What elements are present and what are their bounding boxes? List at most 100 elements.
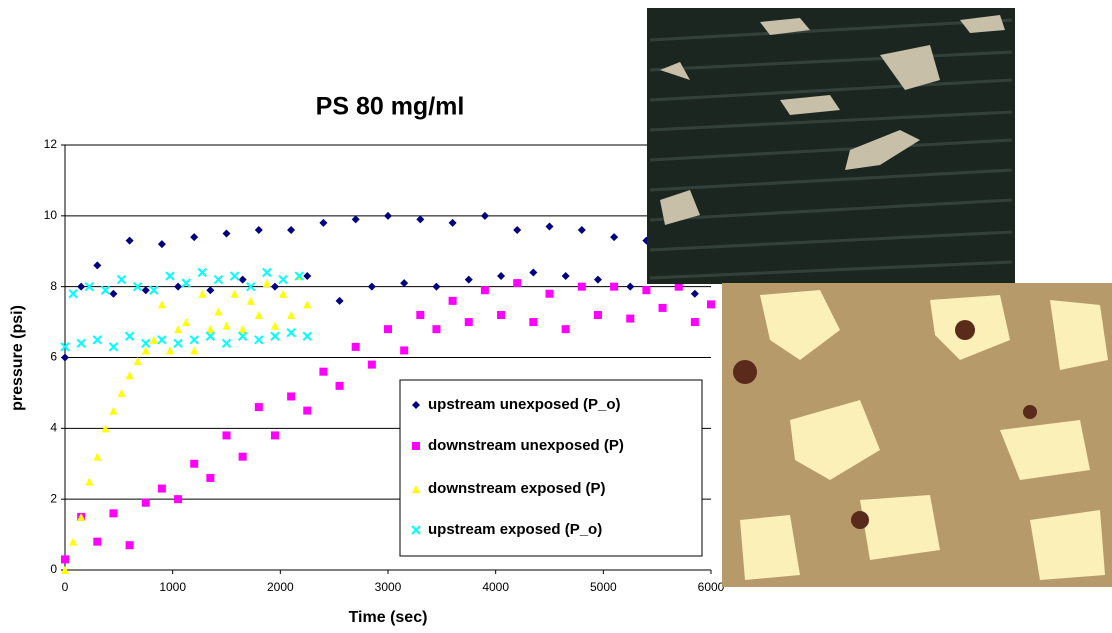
micrograph-dark: [647, 8, 1015, 284]
marker-square: [254, 403, 263, 412]
marker-x: [205, 331, 216, 341]
marker-triangle: [174, 325, 183, 334]
marker-square: [206, 473, 215, 482]
marker-square: [61, 555, 69, 564]
marker-diamond: [513, 226, 522, 234]
y-axis-title: pressure (psi): [9, 305, 26, 411]
chart-title: PS 80 mg/ml: [316, 93, 465, 121]
marker-x: [278, 274, 288, 285]
marker-triangle: [109, 406, 118, 415]
marker-square: [529, 318, 538, 327]
marker-triangle: [279, 289, 288, 298]
marker-diamond: [367, 282, 376, 291]
marker-square: [190, 459, 199, 468]
marker-x: [76, 338, 86, 349]
marker-square: [303, 406, 312, 415]
marker-square: [513, 279, 522, 288]
marker-square: [642, 286, 651, 295]
legend-box: [399, 379, 703, 557]
marker-diamond: [93, 261, 102, 270]
marker-x: [92, 335, 103, 345]
marker-triangle: [206, 325, 215, 334]
marker-diamond: [270, 282, 279, 291]
marker-diamond: [351, 215, 360, 224]
marker-triangle: [101, 424, 110, 433]
marker-diamond: [287, 226, 296, 234]
marker-diamond: [690, 289, 699, 298]
marker-triangle: [254, 311, 263, 319]
plot-area: 0 2 4 6 8 10 12 0 1000 2000 3000 4000 5000 6000: [44, 137, 725, 594]
marker-x: [181, 278, 191, 288]
photo-flakes: [740, 290, 1108, 580]
marker-diamond: [529, 268, 538, 277]
x-tick-label: 2000: [267, 580, 294, 594]
marker-triangle: [238, 325, 247, 334]
marker-x: [270, 331, 280, 341]
marker-square: [707, 300, 715, 309]
x-tick-label: 5000: [590, 580, 617, 594]
marker-diamond: [319, 218, 328, 227]
marker-diamond: [545, 222, 554, 231]
y-tick-label: 2: [50, 491, 57, 505]
marker-diamond: [593, 275, 602, 284]
marker-triangle: [246, 296, 255, 305]
marker-square: [674, 282, 683, 291]
marker-x: [213, 274, 224, 285]
marker-diamond: [384, 211, 392, 220]
marker-x: [108, 342, 119, 352]
marker-square: [93, 537, 102, 546]
marker-x: [197, 267, 207, 278]
marker-triangle: [165, 346, 174, 355]
marker-triangle: [270, 321, 279, 330]
marker-x: [189, 335, 199, 345]
marker-diamond: [206, 286, 215, 295]
marker-diamond: [190, 233, 199, 242]
marker-diamond: [77, 282, 86, 291]
marker-square: [351, 342, 360, 351]
marker-square: [174, 495, 183, 504]
marker-x: [60, 342, 70, 352]
micrograph-light: [722, 283, 1112, 587]
marker-triangle: [230, 289, 239, 298]
marker-triangle: [117, 388, 126, 397]
marker-triangle: [262, 279, 271, 288]
legend-label: upstream exposed (P_o): [428, 521, 602, 538]
marker-square: [319, 367, 328, 376]
marker-square: [400, 346, 409, 355]
marker-triangle: [85, 477, 94, 486]
legend-label: downstream unexposed (P): [428, 437, 624, 454]
marker-diamond: [238, 275, 247, 284]
marker-diamond: [497, 272, 506, 281]
legend-label: upstream unexposed (P_o): [428, 396, 621, 413]
marker-square: [577, 282, 586, 291]
y-tick-label: 8: [50, 279, 57, 293]
marker-triangle: [69, 537, 78, 546]
marker-square: [125, 541, 134, 550]
marker-x: [237, 331, 248, 341]
marker-x: [157, 335, 167, 345]
x-tick-label: 1000: [159, 580, 186, 594]
marker-square: [690, 318, 699, 327]
marker-x: [254, 335, 264, 345]
marker-square: [593, 311, 602, 319]
photo-flakes: [660, 15, 1005, 225]
marker-triangle: [222, 321, 231, 330]
marker-square: [222, 431, 231, 440]
photo-texture: [649, 18, 1013, 280]
marker-square: [610, 282, 619, 291]
marker-x: [132, 281, 143, 292]
legend-label: downstream exposed (P): [428, 480, 606, 497]
marker-x: [246, 281, 256, 292]
marker-x: [100, 285, 111, 295]
marker-x: [302, 331, 312, 341]
marker-triangle: [149, 335, 158, 344]
marker-square: [416, 311, 425, 319]
marker-triangle: [133, 357, 142, 366]
marker-x: [229, 271, 240, 281]
photo-spots: [733, 320, 1037, 529]
marker-x: [68, 289, 78, 299]
marker-x: [221, 338, 232, 349]
marker-square: [561, 325, 570, 334]
